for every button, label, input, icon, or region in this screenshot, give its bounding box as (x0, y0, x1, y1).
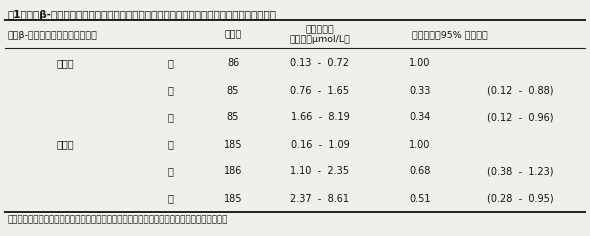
Text: (0.38  -  1.23): (0.38 - 1.23) (487, 167, 553, 177)
Text: 低: 低 (167, 59, 173, 68)
Text: 中: 中 (167, 167, 173, 177)
Text: 低: 低 (167, 139, 173, 149)
Text: 0.68: 0.68 (409, 167, 431, 177)
Text: (0.12  -  0.96): (0.12 - 0.96) (487, 113, 553, 122)
Text: 血清β-クリプトキサンチンレベル: 血清β-クリプトキサンチンレベル (8, 30, 98, 39)
Text: (0.12  -  0.88): (0.12 - 0.88) (487, 85, 553, 96)
Text: 血清濃度の: 血清濃度の (306, 25, 335, 34)
Text: 0.76  -  1.65: 0.76 - 1.65 (290, 85, 349, 96)
Text: 0.16  -  1.09: 0.16 - 1.09 (291, 139, 349, 149)
Text: 0.34: 0.34 (409, 113, 431, 122)
Text: 高: 高 (167, 113, 173, 122)
Text: 男　性: 男 性 (56, 59, 74, 68)
Text: 186: 186 (224, 167, 242, 177)
Text: 2.37  -  8.61: 2.37 - 8.61 (290, 194, 349, 203)
Text: 0.51: 0.51 (409, 194, 431, 203)
Text: オッズ比と95% 信頼区間: オッズ比と95% 信頼区間 (412, 30, 488, 39)
Text: 1.10  -  2.35: 1.10 - 2.35 (290, 167, 349, 177)
Text: 女　性: 女 性 (56, 139, 74, 149)
Text: 年齢・肥満度・収縮期血圧値・血清脂質・喫煙歴・運動歴・飲酒歴・総摂取カロリー量で調整: 年齢・肥満度・収縮期血圧値・血清脂質・喫煙歴・運動歴・飲酒歴・総摂取カロリー量で… (8, 215, 228, 224)
Text: 中: 中 (167, 85, 173, 96)
Text: 1.00: 1.00 (409, 139, 431, 149)
Text: 1.66  -  8.19: 1.66 - 8.19 (291, 113, 349, 122)
Text: 高: 高 (167, 194, 173, 203)
Text: 0.33: 0.33 (409, 85, 431, 96)
Text: 表1　血清β-クリプトキサンチンレベル別にみたインスリン抵抗性出現の多変量調整オッズ比: 表1 血清β-クリプトキサンチンレベル別にみたインスリン抵抗性出現の多変量調整オ… (8, 10, 277, 20)
Text: 185: 185 (224, 194, 242, 203)
Text: 例　数: 例 数 (224, 30, 242, 39)
Text: 85: 85 (227, 85, 239, 96)
Text: 85: 85 (227, 113, 239, 122)
Text: 185: 185 (224, 139, 242, 149)
Text: 86: 86 (227, 59, 239, 68)
Text: 0.13  -  0.72: 0.13 - 0.72 (290, 59, 349, 68)
Text: 1.00: 1.00 (409, 59, 431, 68)
Text: レンジ（μmol/L）: レンジ（μmol/L） (290, 35, 350, 45)
Text: (0.28  -  0.95): (0.28 - 0.95) (487, 194, 553, 203)
